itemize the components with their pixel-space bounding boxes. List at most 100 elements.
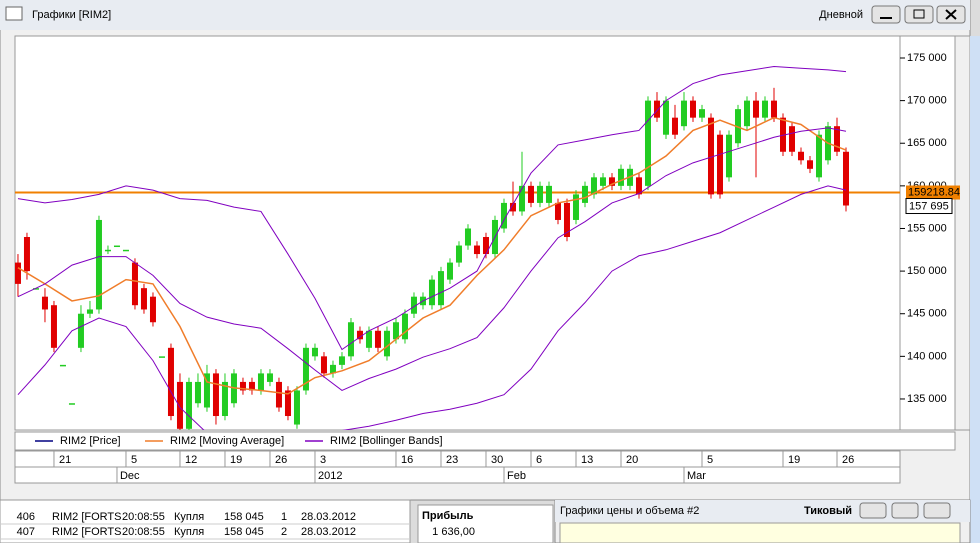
scrollbar (954, 35, 971, 431)
candle-body (293, 390, 300, 425)
candle-body (797, 151, 804, 161)
trade-cell: RIM2 [FORTS (52, 511, 121, 523)
candle-body (635, 177, 642, 195)
candle-body (356, 330, 363, 340)
candle-body (302, 347, 309, 391)
candle-body (608, 177, 615, 186)
trade-cell: 28.03.2012 (301, 511, 356, 523)
candle-body (410, 296, 417, 314)
x-axis-months (14, 466, 901, 484)
profit-value: 1 636,00 (432, 526, 475, 538)
minimize-button[interactable] (859, 502, 887, 519)
y-tick-label: 170 000 (907, 95, 947, 107)
candle-body (689, 100, 696, 118)
level-label: 159218.84 (908, 186, 960, 198)
candle-body (248, 381, 255, 391)
candle-body (149, 296, 156, 323)
candle-body (590, 177, 597, 195)
month-label: 2012 (318, 470, 342, 482)
candle-body (257, 373, 264, 391)
candle-body (743, 100, 750, 127)
candle-body (554, 202, 561, 220)
candle-body (680, 100, 687, 127)
candle-body (446, 262, 453, 280)
candle-body (653, 100, 660, 118)
candle-body (482, 237, 489, 255)
candle-body (572, 194, 579, 220)
candle-body (545, 185, 552, 203)
icon (945, 9, 957, 20)
price-box (905, 198, 953, 215)
y-tick-label: 145 000 (907, 308, 947, 320)
candle-body (581, 185, 588, 203)
y-tick-label: 155 000 (907, 222, 947, 234)
bollinger-lower (17, 185, 847, 430)
trade-cell: 158 045 (224, 526, 264, 538)
candle-body (374, 330, 381, 348)
x-tick-label: 12 (185, 454, 197, 466)
candle-body (158, 356, 165, 358)
x-tick-label: 6 (536, 454, 542, 466)
candle-body (122, 249, 129, 252)
x-tick-label: 3 (320, 454, 326, 466)
plot-area (14, 35, 901, 431)
candle-body (194, 381, 201, 404)
plot (15, 66, 900, 430)
candle-body (536, 185, 543, 203)
trade-cell: 2 (281, 526, 287, 538)
candle-body (662, 100, 669, 135)
candle-body (185, 381, 192, 429)
second-plot (559, 522, 961, 543)
minimize-button[interactable] (871, 5, 901, 24)
x-tick-label: 26 (842, 454, 854, 466)
candle-body (338, 356, 345, 365)
x-tick-label: 23 (446, 454, 458, 466)
month-label: Feb (507, 470, 526, 482)
candle-body (770, 100, 777, 118)
close-button[interactable] (923, 502, 951, 519)
candle-body (383, 330, 390, 357)
candle-body (563, 202, 570, 238)
candle-body (509, 202, 516, 212)
restore-button[interactable] (904, 5, 934, 24)
trade-cell: 158 045 (224, 511, 264, 523)
legend-label: RIM2 [Price] (60, 435, 121, 447)
trade-cell: Купля (174, 511, 204, 523)
trade-cell: RIM2 [FORTS (52, 526, 121, 538)
y-tick-label: 140 000 (907, 350, 947, 362)
y-tick-label: 165 000 (907, 137, 947, 149)
restore-button[interactable] (891, 502, 919, 519)
x-tick-label: 13 (581, 454, 593, 466)
trades-table (0, 499, 411, 543)
trade-cell: 1 (281, 511, 287, 523)
y-tick-label: 150 000 (907, 265, 947, 277)
level-label-box (906, 185, 960, 200)
candle-body (347, 322, 354, 357)
candle-body (41, 296, 48, 310)
candle-body (788, 126, 795, 152)
candle-body (779, 117, 786, 152)
candle-body (752, 100, 759, 118)
x-tick-label: 5 (131, 454, 137, 466)
trade-cell: 20:08:55 (122, 526, 165, 538)
y-tick-label: 175 000 (907, 52, 947, 64)
candle-body (806, 160, 813, 169)
candle-body (77, 313, 84, 348)
candle-body (167, 347, 174, 417)
x-tick-label: 19 (230, 454, 242, 466)
candle-body (329, 364, 336, 374)
candle-body (365, 330, 372, 348)
legend-label: RIM2 [Bollinger Bands] (330, 435, 443, 447)
candle-body (104, 249, 111, 252)
icon (913, 9, 925, 19)
side-panel (970, 36, 980, 543)
candle-body (59, 364, 66, 367)
candle-body (455, 245, 462, 263)
candle-body (437, 271, 444, 306)
x-tick-label: 30 (491, 454, 503, 466)
x-tick-label: 16 (401, 454, 413, 466)
legend-label: RIM2 [Moving Average] (170, 435, 284, 447)
profit-box (417, 504, 554, 543)
window-icon (5, 6, 23, 21)
